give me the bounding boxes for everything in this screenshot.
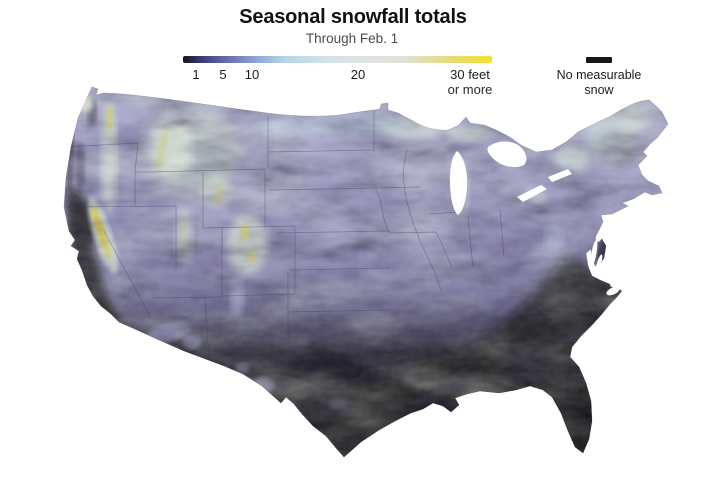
lake-ontario xyxy=(548,169,572,182)
delaware-bay xyxy=(595,232,603,242)
pamlico-sound xyxy=(606,286,620,296)
scale-tick-5: 5 xyxy=(219,67,227,82)
great-lakes-and-bays xyxy=(450,141,622,296)
no-snow-label-line1: No measurable xyxy=(556,68,642,82)
no-snow-label-line2: snow xyxy=(584,83,614,97)
no-snow-swatch xyxy=(586,57,612,63)
lake-erie xyxy=(517,185,547,202)
scale-tick-30: 30 feet xyxy=(450,67,490,82)
page-subtitle: Through Feb. 1 xyxy=(305,31,399,46)
lake-michigan xyxy=(450,151,468,215)
no-snow-label: No measurable snow xyxy=(557,68,642,98)
scale-tick-or-more: or more xyxy=(447,82,493,97)
scale-tick-labels: 1 5 10 20 30 feet xyxy=(183,67,492,83)
scale-tick-1: 1 xyxy=(192,67,200,82)
state-borders xyxy=(64,110,505,362)
snowfall-color-scale xyxy=(183,56,492,63)
chesapeake-bay xyxy=(590,240,598,266)
page-title: Seasonal snowfall totals xyxy=(239,6,467,28)
scale-tick-20: 20 xyxy=(350,67,366,82)
scale-tick-10: 10 xyxy=(244,67,260,82)
lake-huron xyxy=(487,141,527,168)
